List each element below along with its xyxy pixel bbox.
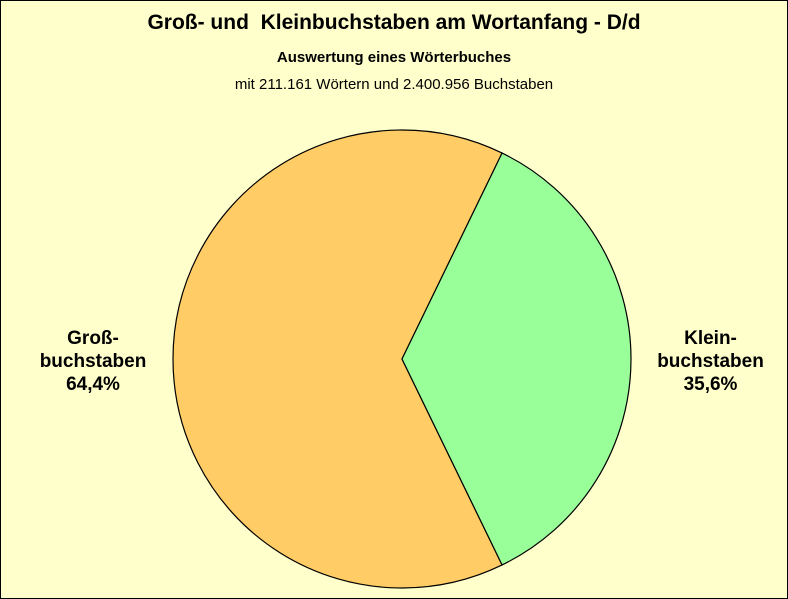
slice-label-line1: Groß- bbox=[67, 328, 119, 349]
slice-label-line1: Klein- bbox=[684, 328, 737, 349]
chart-subtitle-detail: mit 211.161 Wörtern und 2.400.956 Buchst… bbox=[234, 76, 554, 93]
slice-grossbuchstaben bbox=[172, 129, 503, 589]
slice-kleinbuchstaben bbox=[401, 152, 632, 566]
slice-label-grossbuchstaben: Groß- buchstaben 64,4% bbox=[13, 327, 173, 396]
slice-value-label: 64,4% bbox=[66, 374, 120, 395]
chart-subtitle: Auswertung eines Wörterbuches bbox=[276, 49, 512, 66]
chart-title: Groß- und Kleinbuchstaben am Wortanfang … bbox=[147, 11, 641, 34]
slice-value-label: 35,6% bbox=[683, 374, 738, 395]
slice-label-kleinbuchstaben: Klein- buchstaben 35,6% bbox=[633, 327, 788, 396]
slice-label-line2: buchstaben bbox=[39, 351, 147, 372]
slice-label-line2: buchstaben bbox=[657, 351, 764, 372]
